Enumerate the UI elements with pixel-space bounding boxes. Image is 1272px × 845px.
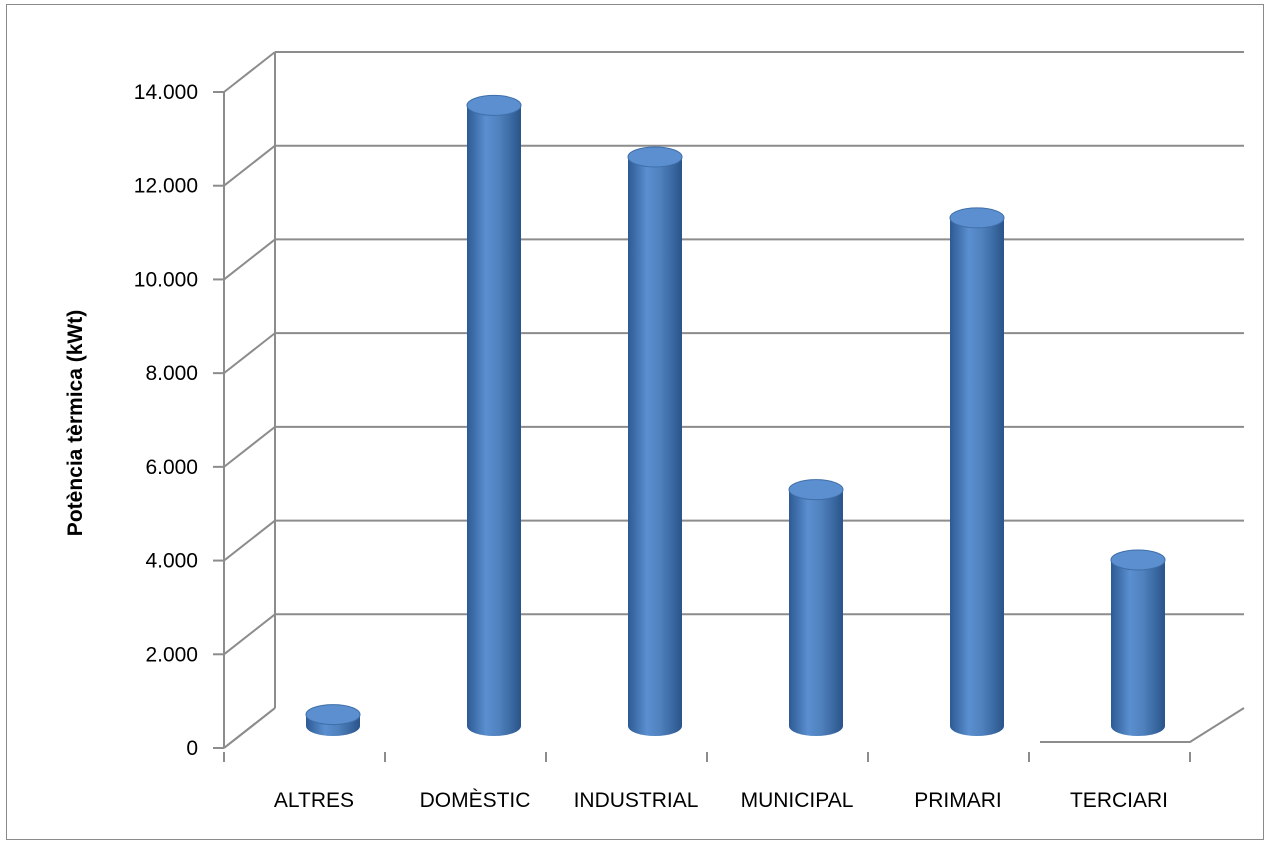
bar-body [467,105,521,736]
bar-top [305,704,361,726]
bar-primari [949,207,1005,736]
gridline-diagonal [223,519,276,562]
bar-terciari [1110,549,1166,736]
x-category-label: PRIMARI [914,789,1002,812]
bar-industrial [627,146,683,736]
grid-layer [223,51,1244,749]
y-tick-label: 4.000 [145,550,198,573]
y-tick-label: 8.000 [145,362,198,385]
bar-layer [305,94,1166,736]
floor-right-edge [1040,707,1245,743]
bar-domèstic [466,94,522,736]
x-category-label: MUNICIPAL [741,789,854,812]
x-category-label: TERCIARI [1070,789,1168,812]
x-category-label: DOMÈSTIC [420,789,531,812]
gridline-diagonal [223,613,276,656]
y-tick-label: 0 [186,737,198,760]
gridline-diagonal [223,238,276,281]
bar-body [950,217,1004,736]
gridline-diagonal [223,426,276,468]
bar-body [628,156,682,736]
gridline-diagonal [223,332,276,374]
y-tick-label: 10.000 [134,268,198,291]
x-category-label: ALTRES [274,789,354,812]
floor-left-edge [223,707,276,749]
label-layer: 0 2.000 4.000 6.000 8.000 10.000 12.000 14.000 A… [134,81,1168,812]
y-tick-label: 6.000 [145,456,198,479]
y-axis-title: Potència tèrmica (kWt) [64,310,87,536]
y-tick-label: 12.000 [134,175,198,198]
bar-altres [305,704,361,736]
bar-body [789,489,843,736]
bar-body [1111,559,1165,736]
gridline-diagonal [223,51,276,93]
y-tick-label: 14.000 [134,81,198,104]
bar-top [627,146,683,168]
bar-top [788,479,844,501]
x-category-label: INDUSTRIAL [574,789,699,812]
bar-top [466,94,522,116]
bar-top [949,207,1005,229]
axis-layer [213,52,1245,762]
bar-municipal [788,479,844,736]
bar-top [1110,549,1166,571]
y-tick-label: 2.000 [145,643,198,666]
gridline-diagonal [223,144,276,187]
